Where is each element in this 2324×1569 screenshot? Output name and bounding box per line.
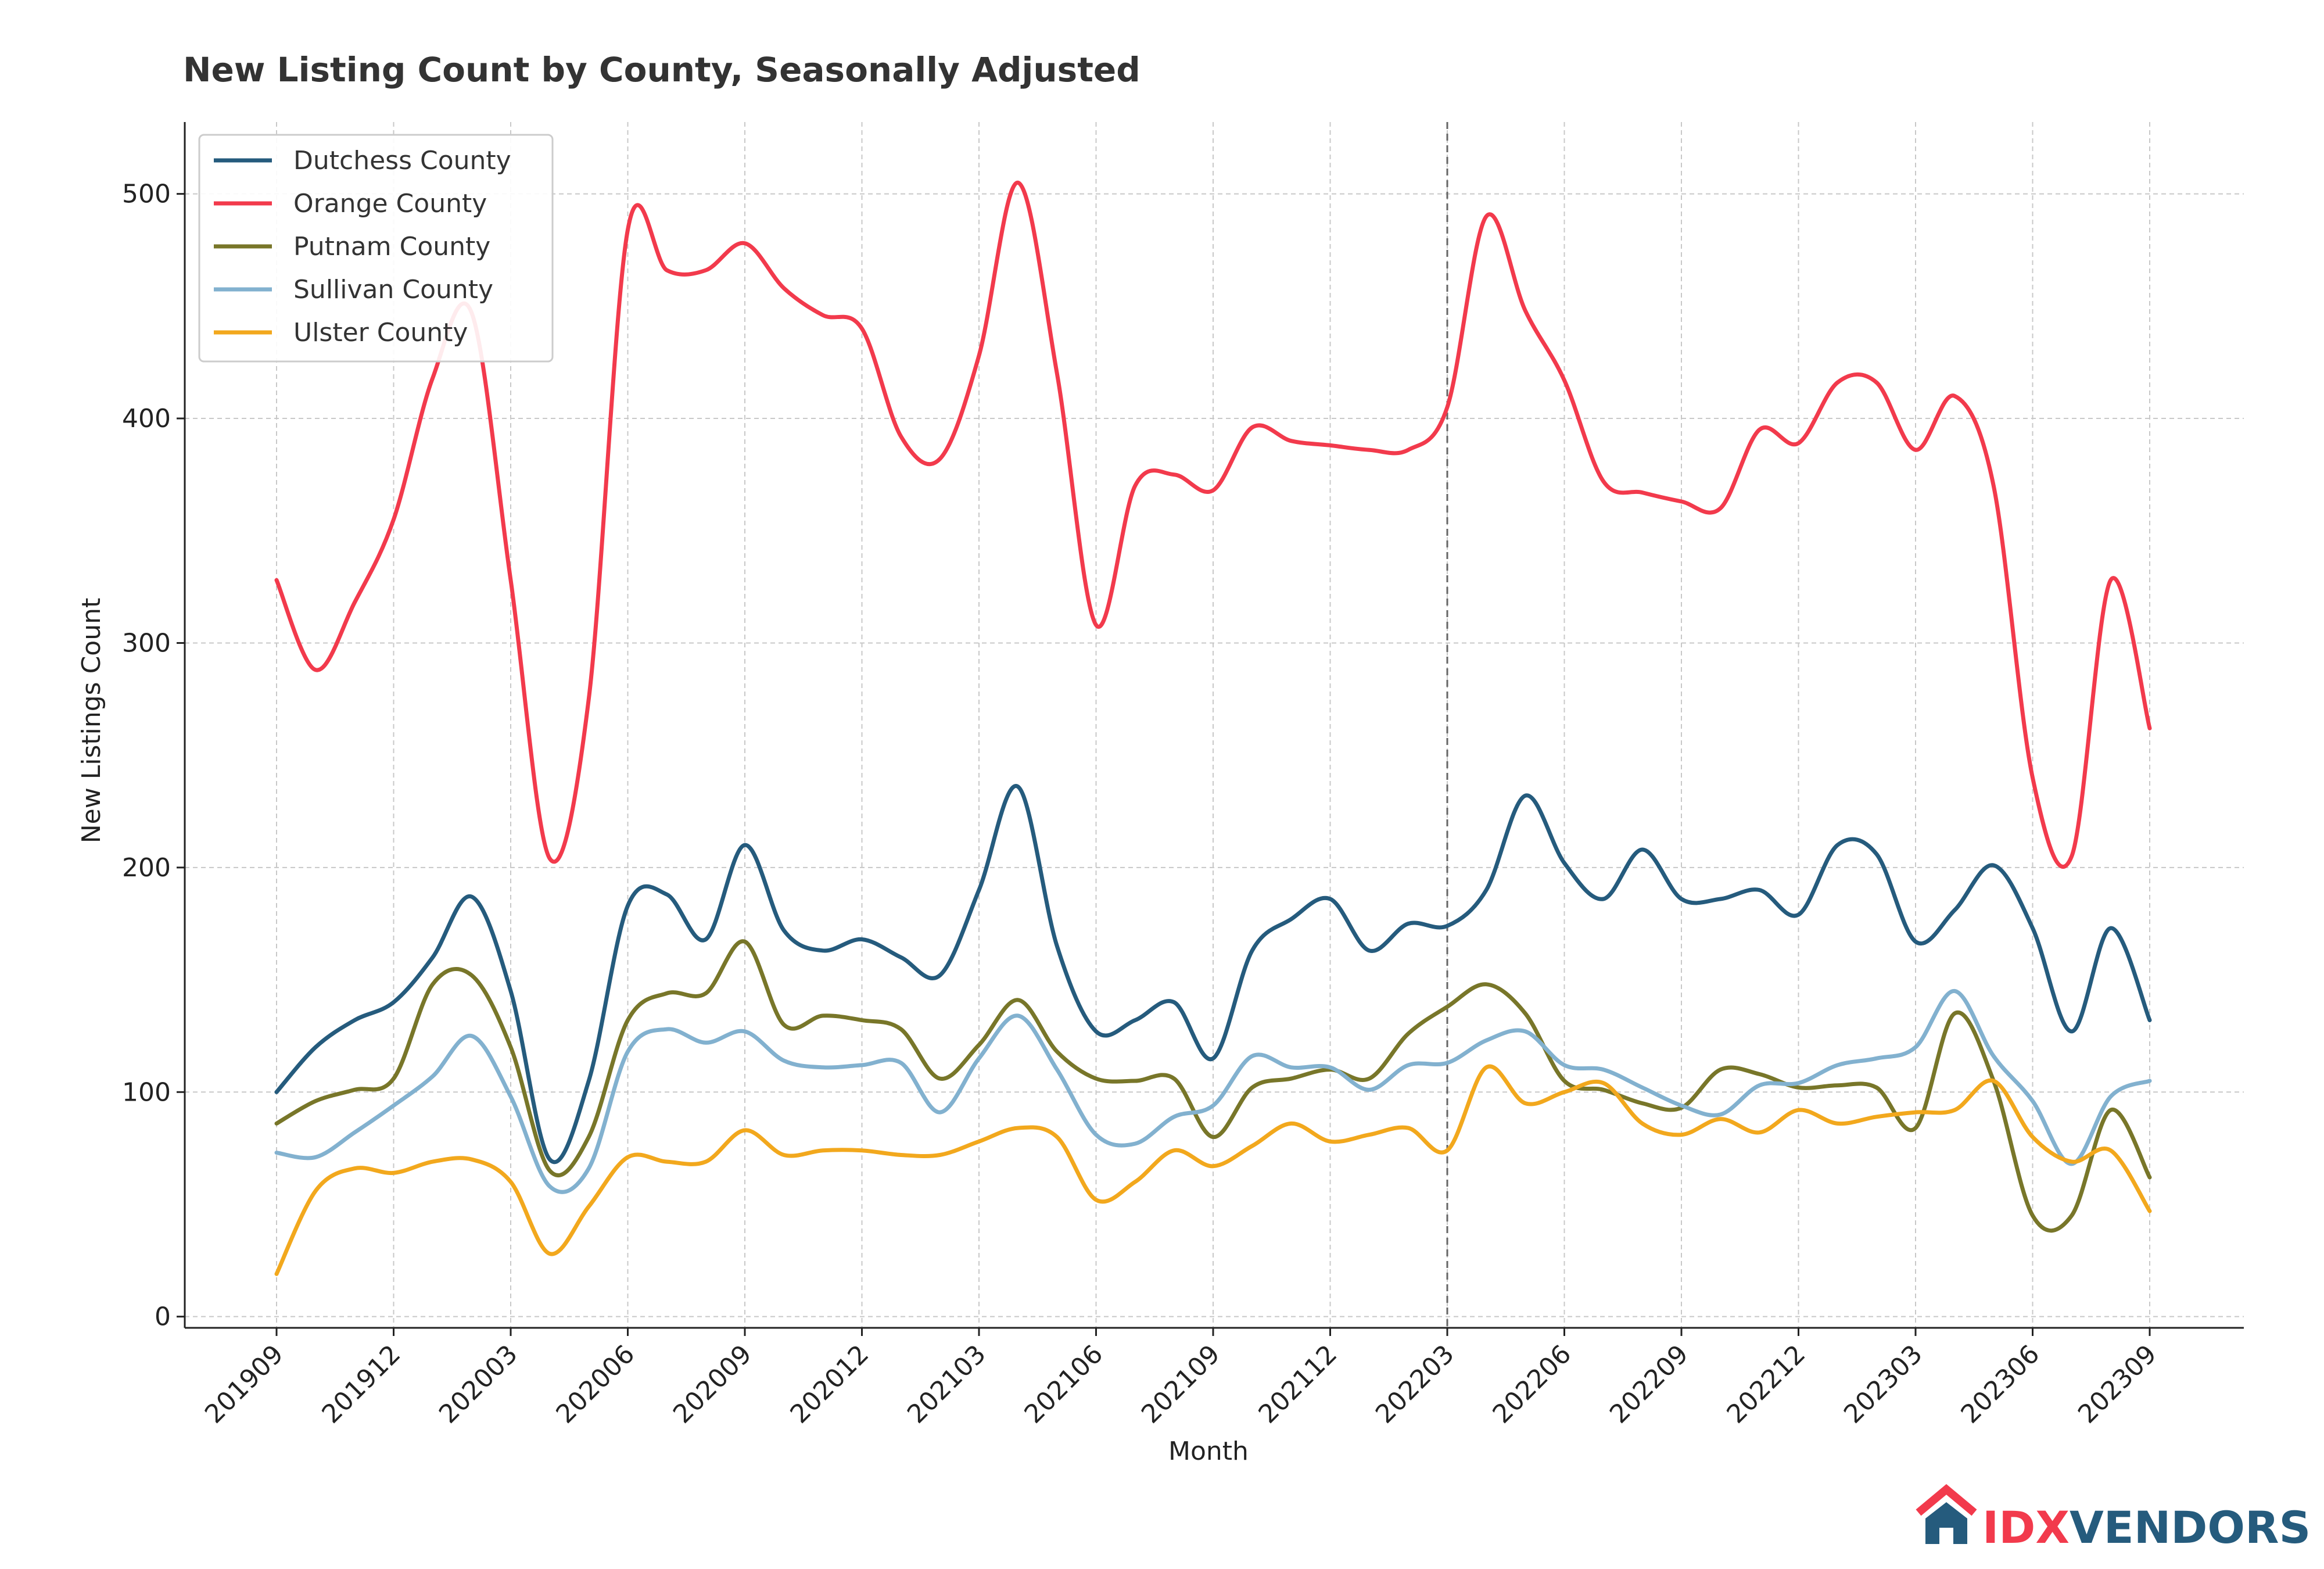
legend-label: Sullivan County — [293, 275, 493, 305]
x-tick-label: 202306 — [1955, 1339, 2045, 1430]
series-line-sullivan-county — [274, 988, 2152, 1194]
legend-frame — [198, 134, 554, 363]
y-tick-label: 100 — [122, 1077, 171, 1107]
x-tick-label: 202209 — [1604, 1339, 1694, 1430]
y-axis-label: New Listings Count — [77, 598, 106, 844]
y-tick-label: 400 — [122, 404, 171, 434]
legend-label: Ulster County — [293, 318, 468, 348]
house-icon — [1916, 1484, 1977, 1544]
x-tick-label: 202009 — [668, 1339, 758, 1430]
x-tick-label: 202206 — [1487, 1339, 1577, 1430]
y-tick-label: 200 — [122, 853, 171, 883]
x-tick-label: 201912 — [316, 1339, 406, 1430]
x-tick-label: 202109 — [1136, 1339, 1226, 1430]
x-tick-label: 201909 — [199, 1339, 289, 1430]
y-tick-label: 500 — [122, 180, 171, 209]
legend-label: Dutchess County — [293, 146, 511, 175]
series-line-dutchess-county — [274, 784, 2152, 1165]
chart-title: New Listing Count by County, Seasonally … — [183, 50, 1141, 89]
x-tick-label: 202106 — [1018, 1339, 1109, 1430]
series-line-ulster-county — [274, 1064, 2152, 1276]
x-axis-label: Month — [1168, 1437, 1249, 1466]
series-group — [274, 180, 2152, 1276]
logo-text: IDXVENDORS — [1982, 1502, 2311, 1553]
x-tick-label: 202103 — [902, 1339, 992, 1430]
x-tick-label: 202303 — [1838, 1339, 1928, 1430]
y-tick-label: 300 — [122, 628, 171, 658]
logo-suffix: VENDORS — [2070, 1502, 2311, 1553]
logo-prefix: IDX — [1982, 1502, 2070, 1553]
x-ticks: 201909 201912 202003 202006 202009 202012 2021… — [199, 1328, 2162, 1430]
x-tick-label: 202212 — [1721, 1339, 1811, 1430]
legend: Dutchess County Orange County Putnam Count… — [198, 134, 554, 363]
series-line-putnam-county — [274, 939, 2152, 1233]
axes — [184, 122, 2244, 1329]
x-tick-label: 202006 — [550, 1339, 640, 1430]
x-tick-label: 202112 — [1253, 1339, 1343, 1430]
series-line-orange-county — [274, 180, 2152, 869]
legend-label: Orange County — [293, 189, 487, 218]
x-tick-label: 202309 — [2072, 1339, 2162, 1430]
idxvendors-logo: IDXVENDORS — [1916, 1484, 2311, 1553]
x-tick-label: 202003 — [433, 1339, 523, 1430]
legend-label: Putnam County — [293, 232, 490, 262]
x-tick-label: 202012 — [784, 1339, 874, 1430]
x-tick-label: 202203 — [1370, 1339, 1460, 1430]
y-ticks: 0 100 200 300 400 500 — [122, 180, 185, 1332]
y-tick-label: 0 — [155, 1302, 171, 1332]
